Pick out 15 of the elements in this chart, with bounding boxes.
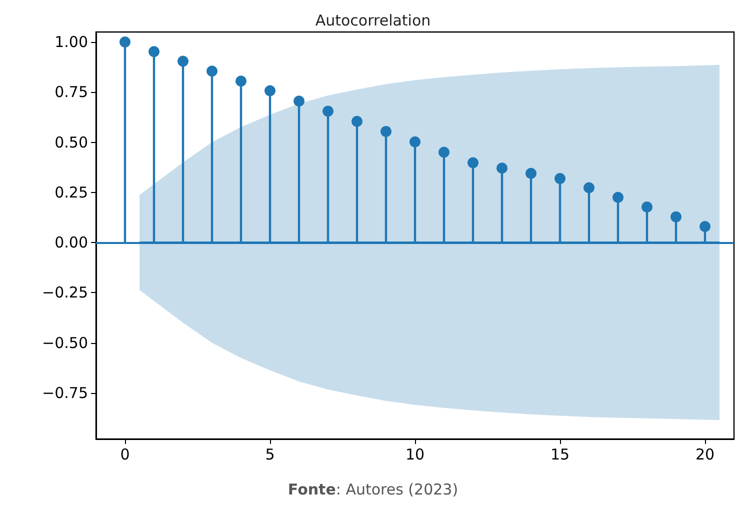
y-tick-label: 0.00 [54, 234, 88, 252]
y-tick-label: −0.75 [42, 384, 88, 402]
chart-title: Autocorrelation [315, 12, 431, 30]
x-tick-label: 5 [265, 446, 275, 464]
y-tick-label: −0.50 [42, 334, 88, 352]
x-tick-label: 10 [405, 446, 425, 464]
y-tick-label: 0.50 [54, 133, 88, 152]
x-tick-label: 20 [695, 446, 715, 464]
y-tick-label: −0.25 [42, 284, 88, 302]
x-tick-label: 15 [550, 446, 570, 464]
y-tick-label: 0.25 [54, 183, 88, 202]
x-tick-label: 0 [120, 446, 130, 464]
y-tick-label: 1.00 [54, 33, 88, 52]
source-note: Fonte: Autores (2023) [288, 480, 458, 498]
y-tick-label: 0.75 [54, 83, 88, 102]
